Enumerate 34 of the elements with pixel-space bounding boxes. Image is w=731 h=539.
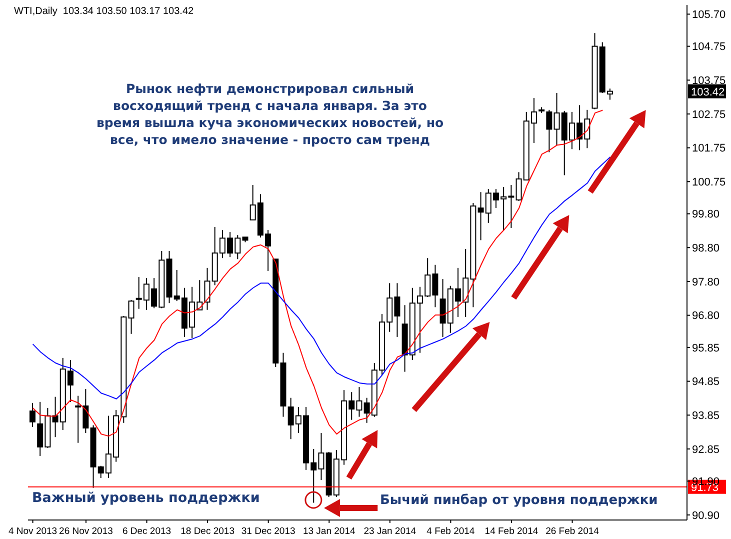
x-tick-label: 23 Jan 2014: [364, 526, 416, 537]
candlestick: [29, 402, 36, 428]
y-tick-label: 100.75: [692, 176, 726, 189]
annotation: Бычий пинбар от уровня поддержки: [380, 492, 658, 509]
x-tick-label: 26 Feb 2014: [546, 526, 599, 537]
x-tick-label: 31 Dec 2013: [241, 526, 296, 537]
y-tick-label: 98.80: [692, 242, 720, 255]
y-tick-label: 102.75: [692, 108, 726, 121]
x-tick-label: 4 Nov 2013: [8, 526, 58, 537]
annotation: Рынок нефти демонстрировал сильный восходящий тренд с начала января. За это время вышла куча экономических новостей, но все, что имело значение - просто сам тренд: [95, 80, 445, 148]
y-tick-label: 92.85: [692, 444, 720, 456]
y-tick-label: 103.75: [692, 75, 726, 88]
y-tick-label: 97.80: [692, 276, 720, 288]
annotation: Важный уровень поддержки: [32, 490, 260, 507]
y-tick-label: 90.90: [692, 510, 720, 522]
chart-title: WTI,Daily 103.34 103.50 103.17 103.42: [14, 6, 194, 17]
y-tick-label: 101.75: [692, 142, 726, 155]
x-tick-label: 4 Feb 2014: [426, 526, 475, 537]
text: 103.42: [691, 86, 725, 98]
x-tick-label: 6 Dec 2013: [122, 526, 172, 537]
y-tick-label: 104.75: [692, 41, 726, 54]
y-tick-label: 105.70: [692, 9, 726, 22]
x-tick-label: 13 Jan 2014: [302, 526, 356, 537]
y-tick-label: 93.85: [692, 410, 720, 422]
x-tick-label: 18 Dec 2013: [180, 526, 234, 537]
y-tick-label: 96.80: [692, 310, 720, 322]
x-tick-label: 14 Feb 2014: [484, 526, 538, 537]
candlestick: [546, 109, 552, 153]
line-series: [32, 156, 611, 400]
y-tick-label: 99.80: [692, 208, 720, 221]
y-tick-label: 95.85: [692, 342, 720, 354]
x-tick-label: 26 Nov 2013: [59, 526, 113, 537]
candlestick: [128, 300, 134, 334]
y-tick-label: 94.85: [692, 376, 720, 388]
